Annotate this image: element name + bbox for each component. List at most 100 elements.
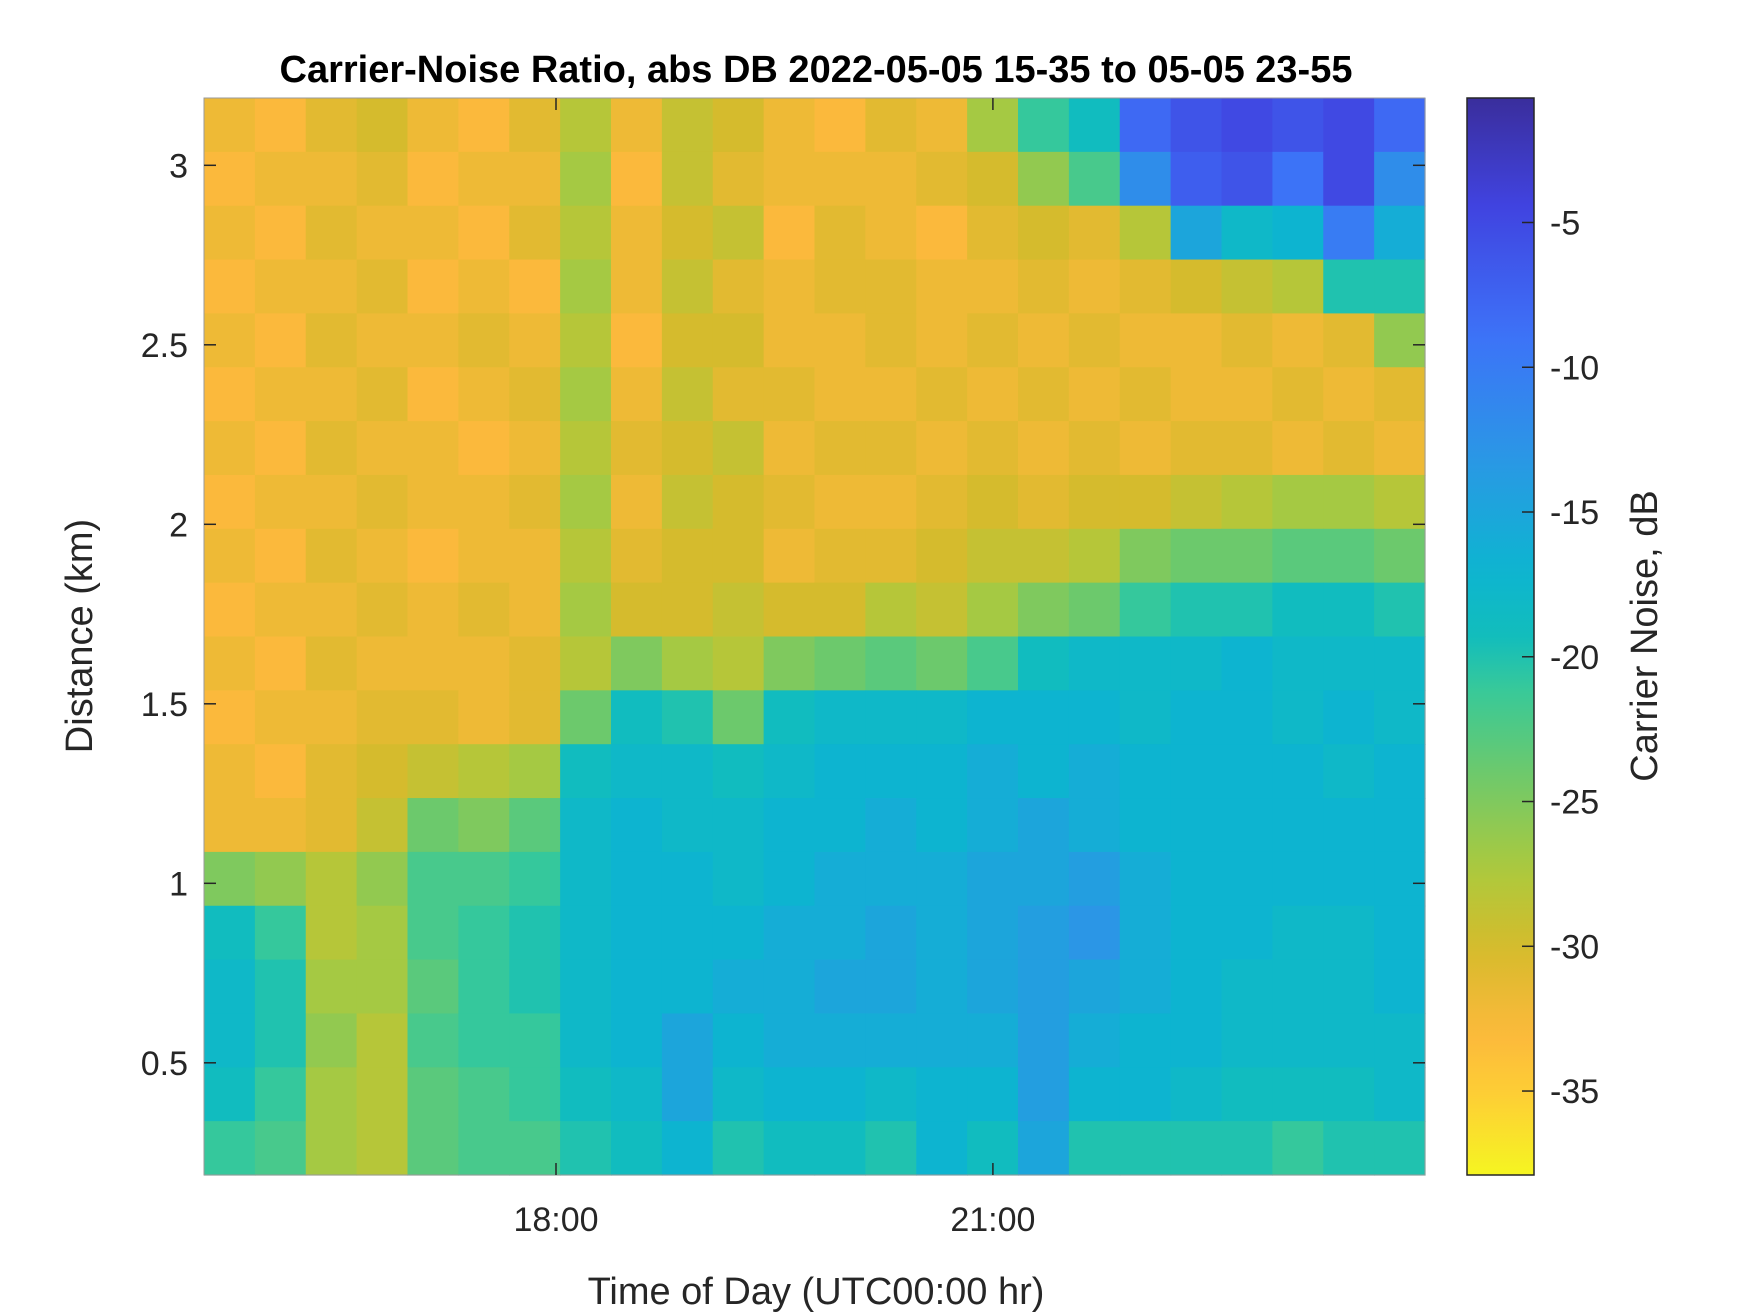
heatmap-cell — [865, 313, 917, 368]
heatmap-cell — [407, 582, 459, 638]
heatmap-cell — [967, 1067, 1019, 1122]
heatmap-cell — [1374, 528, 1426, 584]
heatmap-cell — [1068, 151, 1121, 207]
heatmap-cell — [1374, 313, 1426, 368]
heatmap-cell — [611, 744, 663, 799]
heatmap-cell — [458, 313, 510, 368]
heatmap-cell — [204, 636, 256, 691]
heatmap-cell — [1119, 798, 1172, 853]
heatmap-cell — [356, 959, 409, 1015]
heatmap-cell — [1068, 1067, 1121, 1122]
heatmap-cell — [1068, 528, 1121, 584]
heatmap-cell — [305, 690, 358, 745]
heatmap-cell — [916, 1067, 968, 1122]
heatmap-cell — [458, 151, 510, 207]
heatmap-cell — [458, 798, 510, 853]
heatmap-cell — [1170, 151, 1223, 207]
heatmap-cell — [1018, 1121, 1070, 1176]
heatmap-cell — [712, 259, 765, 314]
heatmap-cell — [916, 528, 968, 584]
heatmap-cell — [1272, 798, 1324, 853]
heatmap-cell — [509, 582, 561, 638]
heatmap-cell — [458, 474, 510, 530]
heatmap-cell — [560, 1121, 612, 1176]
heatmap-cell — [407, 851, 459, 907]
heatmap-cell — [254, 851, 307, 907]
heatmap-cell — [611, 1121, 663, 1176]
heatmap-cell — [560, 636, 612, 691]
y-tick-label: 1.5 — [141, 686, 188, 724]
heatmap-cell — [1221, 98, 1273, 153]
heatmap-cell — [356, 636, 409, 691]
heatmap-cell — [509, 421, 561, 476]
heatmap-cell — [1119, 421, 1172, 476]
heatmap-cell — [1170, 959, 1223, 1015]
heatmap-cell — [204, 205, 256, 261]
heatmap-cell — [1170, 205, 1223, 261]
heatmap-cell — [458, 1013, 510, 1068]
heatmap-cell — [407, 421, 459, 476]
heatmap-cell — [611, 151, 663, 207]
heatmap-cell — [814, 98, 866, 153]
heatmap-cell — [305, 474, 358, 530]
heatmap-cell — [458, 98, 510, 153]
heatmap-cells — [204, 98, 1426, 1176]
heatmap-cell — [509, 151, 561, 207]
heatmap-cell — [1272, 690, 1324, 745]
heatmap-cell — [1170, 798, 1223, 853]
heatmap-cell — [916, 905, 968, 961]
heatmap-cell — [458, 205, 510, 261]
heatmap-cell — [509, 636, 561, 691]
heatmap-cell — [1170, 474, 1223, 530]
heatmap-cell — [1323, 1121, 1375, 1176]
heatmap-cell — [712, 1121, 765, 1176]
heatmap-cell — [712, 367, 765, 422]
heatmap-cell — [814, 259, 866, 314]
heatmap-cell — [204, 528, 256, 584]
heatmap-cell — [763, 528, 816, 584]
heatmap-cell — [1221, 636, 1273, 691]
heatmap-cell — [814, 1013, 866, 1068]
heatmap-cell — [967, 151, 1019, 207]
heatmap-cell — [967, 421, 1019, 476]
heatmap-cell — [458, 959, 510, 1015]
heatmap-cell — [1272, 582, 1324, 638]
heatmap-cell — [1170, 1013, 1223, 1068]
heatmap-cell — [407, 1067, 459, 1122]
colorbar-tick-label: -20 — [1550, 639, 1599, 677]
heatmap-cell — [814, 636, 866, 691]
heatmap-cell — [1068, 259, 1121, 314]
heatmap-cell — [407, 636, 459, 691]
heatmap-cell — [865, 690, 917, 745]
heatmap-cell — [763, 959, 816, 1015]
heatmap-cell — [204, 690, 256, 745]
heatmap-cell — [1068, 636, 1121, 691]
heatmap-cell — [560, 851, 612, 907]
heatmap-cell — [814, 528, 866, 584]
heatmap-cell — [814, 959, 866, 1015]
heatmap-cell — [814, 474, 866, 530]
heatmap-cell — [509, 528, 561, 584]
heatmap-cell — [1018, 367, 1070, 422]
heatmap-cell — [407, 1121, 459, 1176]
heatmap-cell — [1323, 367, 1375, 422]
heatmap-cell — [1374, 959, 1426, 1015]
heatmap-cell — [1323, 474, 1375, 530]
heatmap-cell — [865, 205, 917, 261]
heatmap-cell — [560, 98, 612, 153]
heatmap-cell — [763, 798, 816, 853]
heatmap-cell — [1018, 205, 1070, 261]
heatmap-cell — [305, 959, 358, 1015]
heatmap-cell — [1119, 313, 1172, 368]
x-tick-label: 21:00 — [950, 1201, 1035, 1239]
heatmap-cell — [1119, 851, 1172, 907]
heatmap-cell — [1272, 367, 1324, 422]
heatmap-cell — [1374, 367, 1426, 422]
heatmap-cell — [1119, 690, 1172, 745]
heatmap-cell — [1221, 959, 1273, 1015]
heatmap-cell — [1221, 1013, 1273, 1068]
heatmap-cell — [611, 98, 663, 153]
heatmap-cell — [1018, 959, 1070, 1015]
heatmap-cell — [204, 582, 256, 638]
heatmap-cell — [1323, 851, 1375, 907]
